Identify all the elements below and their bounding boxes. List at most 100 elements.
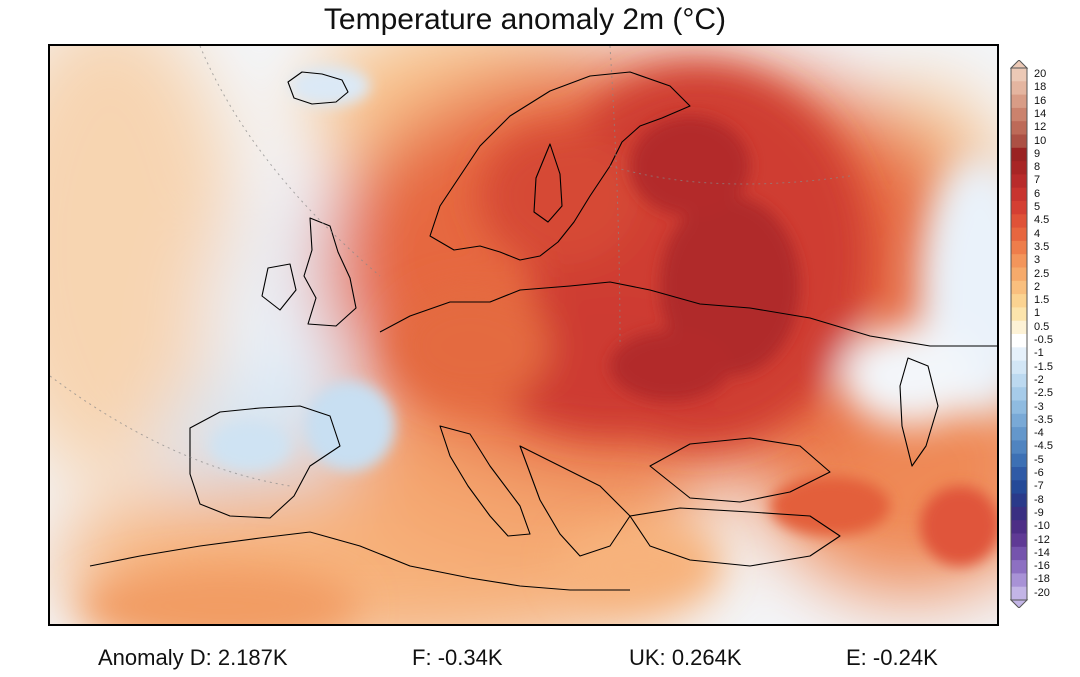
colorbar-tick-label: 1.5 — [1034, 294, 1050, 307]
colorbar-swatch — [1011, 467, 1027, 481]
colorbar-swatch — [1011, 214, 1027, 229]
colorbar-tick-label: -3 — [1034, 400, 1044, 413]
europe-coast — [379, 281, 997, 347]
colorbar-tick-label: -6 — [1034, 467, 1044, 479]
iberia-outline — [189, 405, 341, 519]
colorbar-swatch — [1011, 121, 1027, 135]
colorbar-swatch — [1011, 68, 1027, 82]
colorbar-tick-label: 2 — [1034, 280, 1041, 293]
colorbar-swatch — [1011, 506, 1027, 521]
colorbar-tick-label: 4.5 — [1034, 214, 1050, 227]
iceland-outline — [287, 71, 349, 105]
north-africa-coast — [89, 531, 630, 591]
colorbar-swatch — [1011, 147, 1027, 162]
colorbar-swatch — [1011, 334, 1027, 348]
colorbar-swatch — [1011, 573, 1027, 588]
black-sea-outline — [649, 437, 831, 503]
colorbar-swatch — [1011, 240, 1027, 255]
stat-d: Anomaly D: 2.187K — [98, 645, 288, 670]
colorbar-tick-label: -16 — [1034, 560, 1050, 573]
colorbar-swatch — [1011, 294, 1027, 308]
colorbar-tick-label: 8 — [1034, 161, 1041, 174]
colorbar-swatch — [1011, 440, 1027, 455]
colorbar-tick-label: 16 — [1034, 94, 1047, 107]
colorbar-swatch — [1011, 227, 1027, 242]
colorbar-swatch — [1011, 187, 1027, 202]
colorbar-tick-label: -5 — [1034, 453, 1044, 466]
colorbar-tick-label: 4 — [1034, 227, 1041, 240]
colorbar-tick-label: 3 — [1034, 254, 1041, 267]
colorbar-tick-label: -2 — [1034, 373, 1044, 386]
colorbar-swatch — [1011, 280, 1027, 295]
colorbar-tick-label: -12 — [1034, 533, 1050, 546]
colorbar-tick-label: -2.5 — [1034, 387, 1053, 400]
colorbar-swatch — [1011, 81, 1027, 96]
colorbar-tick-label: -4 — [1034, 427, 1044, 440]
colorbar-tick-label: -7 — [1034, 480, 1044, 493]
stat-uk: UK: 0.264K — [629, 645, 742, 670]
colorbar-tick-label: 6 — [1034, 187, 1041, 200]
colorbar-frame — [1010, 67, 1028, 601]
ireland-outline — [261, 263, 297, 311]
colorbar-swatch — [1011, 387, 1027, 401]
colorbar-tick-label: 3.5 — [1034, 240, 1050, 253]
caspian-outline — [899, 357, 939, 467]
stats-footer: Anomaly D: 2.187K F: -0.34K UK: 0.264K E… — [0, 645, 1080, 675]
graticule — [50, 46, 851, 487]
colorbar-tick-label: 2.5 — [1034, 267, 1050, 280]
colorbar-swatch — [1011, 254, 1027, 268]
colorbar-tick-label: 14 — [1034, 107, 1047, 120]
colorbar-swatch — [1011, 201, 1027, 215]
colorbar-tick-label: 1 — [1034, 307, 1041, 320]
colorbar-max-arrow — [1010, 60, 1029, 69]
scandinavia-outline — [429, 71, 691, 261]
colorbar-swatch — [1011, 493, 1027, 508]
colorbar-tick-label: 12 — [1034, 121, 1047, 134]
colorbar-tick-label: -8 — [1034, 493, 1044, 506]
colorbar-swatch — [1011, 400, 1027, 415]
balkans-outline — [519, 445, 631, 557]
colorbar-swatch — [1011, 320, 1027, 335]
coastlines — [89, 71, 997, 591]
colorbar-tick-label: -9 — [1034, 506, 1044, 519]
anomaly-map — [48, 44, 999, 626]
colorbar-swatch — [1011, 134, 1027, 149]
colorbar-swatch — [1011, 533, 1027, 548]
colorbar-tick-label: -18 — [1034, 573, 1050, 586]
colorbar-swatch — [1011, 107, 1027, 122]
colorbar-tick-label: -4.5 — [1034, 440, 1053, 453]
colorbar-tick-label: -14 — [1034, 546, 1050, 559]
colorbar-tick-label: 10 — [1034, 134, 1047, 147]
colorbar-swatch — [1011, 360, 1027, 375]
colorbar-swatch — [1011, 480, 1027, 495]
colorbar-tick-label: 9 — [1034, 147, 1041, 160]
colorbar-swatch — [1011, 520, 1027, 534]
colorbar-tick-label: -1 — [1034, 347, 1044, 360]
colorbar-swatch — [1011, 427, 1027, 441]
stat-e: E: -0.24K — [846, 645, 938, 670]
colorbar-min-arrow — [1010, 599, 1029, 608]
colorbar-tick-label: -1.5 — [1034, 360, 1053, 373]
colorbar-swatch — [1011, 546, 1027, 561]
italy-outline — [439, 425, 531, 537]
baltic-outline — [533, 143, 563, 223]
colorbar-tick-label: -10 — [1034, 520, 1050, 533]
colorbar-tick-label: 7 — [1034, 174, 1041, 187]
colorbar-tick-label: 20 — [1034, 68, 1047, 80]
colorbar-swatch — [1011, 413, 1027, 428]
colorbar: 20 18 16 14 12 10 9 8 7 6 5 4.5 4 3.5 3 2.5 2 1.5 1 0.5 -0.5… — [1010, 60, 1080, 608]
colorbar-swatch — [1011, 161, 1027, 175]
anomaly-field — [50, 46, 997, 624]
colorbar-tick-label: -0.5 — [1034, 334, 1053, 346]
colorbar-tick-label: -3.5 — [1034, 413, 1053, 426]
colorbar-tick-label: 5 — [1034, 201, 1041, 213]
map-title: Temperature anomaly 2m (°C) — [323, 3, 727, 36]
colorbar-swatch — [1011, 560, 1027, 574]
colorbar-swatch — [1011, 453, 1027, 468]
anatolia-outline — [629, 507, 841, 567]
colorbar-swatch — [1011, 586, 1027, 601]
colorbar-swatch — [1011, 174, 1027, 189]
stat-f: F: -0.34K — [412, 645, 503, 670]
colorbar-swatch — [1011, 373, 1027, 388]
colorbar-tick-label: -20 — [1034, 586, 1050, 599]
